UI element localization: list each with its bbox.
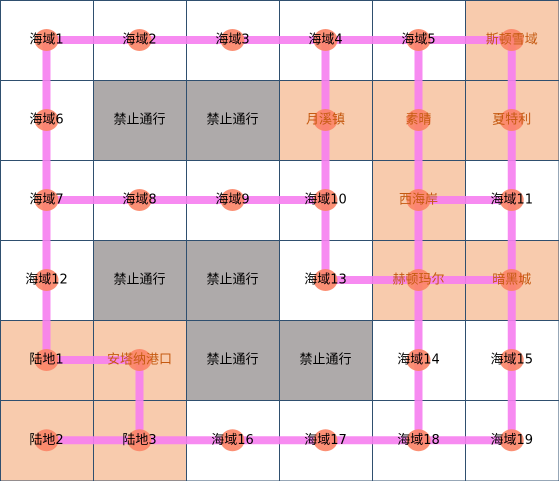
cell-label: 海域19 (490, 433, 533, 448)
route-node (313, 29, 338, 51)
cell (186, 240, 280, 321)
cell-label: 海域4 (308, 33, 342, 48)
cell-label: 海域9 (215, 193, 249, 208)
cell-label: 禁止通行 (206, 273, 258, 288)
cell-label: 海域7 (29, 193, 63, 208)
route-node (127, 189, 152, 211)
cell-label: 海域10 (304, 193, 347, 208)
route-node (34, 109, 59, 131)
cell-label: 海域8 (122, 193, 156, 208)
route-node (499, 349, 524, 371)
route-node (220, 429, 245, 452)
route-node (406, 29, 431, 51)
route-node (406, 189, 431, 211)
route-node (127, 29, 152, 51)
route-node (499, 29, 524, 51)
cell (186, 320, 280, 401)
cell-label: 禁止通行 (299, 353, 351, 368)
route-node (127, 429, 152, 452)
cell-label: 禁止通行 (113, 273, 165, 288)
cell-label: 斯顿雪域 (486, 33, 538, 48)
cell-label: 素晴 (405, 113, 431, 128)
route-node (313, 109, 338, 131)
route-node (499, 189, 524, 211)
cell-label: 海域6 (29, 113, 63, 128)
cell-label: 海域3 (215, 33, 249, 48)
route-node (313, 429, 338, 452)
cell-label: 月溪镇 (306, 113, 345, 128)
route-node (34, 29, 59, 51)
route-node (34, 429, 59, 452)
route-node (499, 269, 524, 291)
cell-label: 海域16 (211, 433, 254, 448)
cell-label: 西海岸 (399, 193, 438, 208)
route-node (127, 349, 152, 371)
cell-label: 海域17 (304, 433, 347, 448)
cell-label: 海域11 (490, 193, 533, 208)
cell-label: 赫顿玛尔 (392, 273, 444, 288)
cell-label: 海域18 (397, 433, 440, 448)
route-node (313, 269, 338, 291)
cell-label: 暗黑城 (492, 273, 531, 288)
cell-label: 夏特利 (492, 113, 531, 128)
route-node (34, 269, 59, 291)
cell-label: 陆地2 (29, 432, 63, 448)
cell-label: 禁止通行 (206, 113, 258, 128)
route-node (406, 349, 431, 371)
cell-label: 海域5 (401, 33, 435, 48)
cell-label: 禁止通行 (113, 113, 165, 128)
cell-label: 海域1 (29, 33, 63, 48)
cell-label: 海域2 (122, 33, 156, 48)
route-node (406, 269, 431, 291)
route-node (406, 109, 431, 131)
route-node (34, 189, 59, 211)
cell-label: 陆地3 (122, 432, 156, 448)
cell-label: 安塔纳港口 (107, 353, 172, 368)
route-node (313, 189, 338, 211)
route-node (406, 429, 431, 452)
cell (93, 240, 187, 321)
route-node (220, 29, 245, 51)
cell-label: 陆地1 (29, 352, 63, 368)
route-node (34, 349, 59, 371)
cell-label: 海域13 (304, 273, 347, 288)
cell-label: 禁止通行 (206, 353, 258, 368)
route-node (499, 429, 524, 452)
cell-label: 海域14 (397, 353, 440, 368)
route-node (499, 109, 524, 131)
cell-label: 海域15 (490, 353, 533, 368)
route-node (220, 189, 245, 211)
cell-label: 海域12 (25, 273, 68, 288)
